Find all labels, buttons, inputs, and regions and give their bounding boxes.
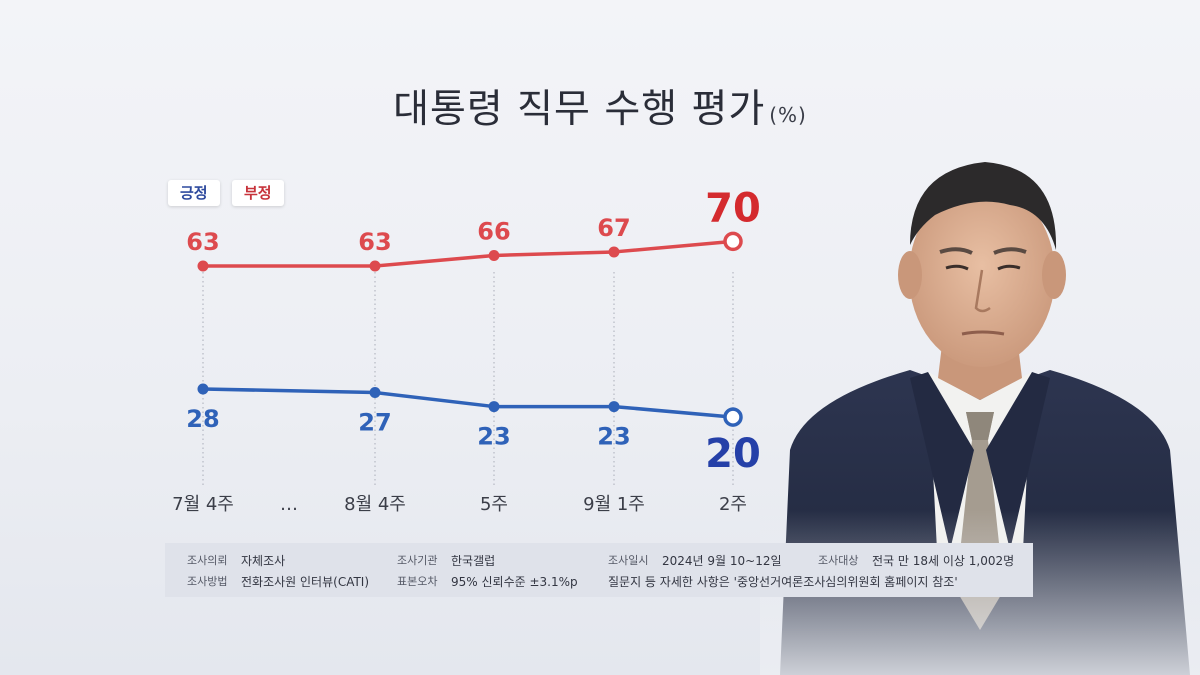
data-label: 67 (597, 214, 630, 242)
data-label: 66 (477, 217, 510, 245)
data-label: 28 (186, 405, 219, 433)
data-label: 20 (705, 431, 761, 477)
series-line-negative (203, 239, 734, 268)
president-photo (760, 150, 1200, 675)
data-point (197, 383, 209, 395)
data-label: 23 (477, 423, 510, 451)
data-label: 63 (358, 228, 391, 256)
data-point (197, 260, 209, 272)
legend-negative: 부정 (232, 180, 284, 206)
method-label: 조사방법 (187, 575, 228, 588)
data-point (369, 260, 381, 272)
data-label: 27 (358, 409, 391, 437)
target-label: 조사대상 (818, 554, 859, 567)
method-value: 전화조사원 인터뷰(CATI) (241, 575, 370, 589)
x-tick-label: 5주 (480, 494, 508, 515)
commission-value: 자체조사 (241, 554, 286, 568)
x-tick-label: 9월 1주 (583, 494, 645, 515)
series-line-positive (202, 387, 734, 419)
error-value: 95% 신뢰수준 ±3.1%p (451, 575, 578, 589)
legend-positive: 긍정 (168, 180, 220, 206)
data-point (488, 249, 500, 261)
title-text: 대통령 직무 수행 평가 (393, 87, 766, 132)
data-label: 70 (705, 185, 761, 231)
x-tick-label: 7월 4주 (172, 494, 234, 515)
title-unit: (%) (769, 103, 807, 127)
survey-info-box: 조사의뢰 자체조사 조사기관 한국갤럽 조사일시 2024년 9월 10~12일… (165, 543, 1033, 597)
data-point (608, 246, 620, 258)
data-point-latest (723, 407, 743, 427)
agency-label: 조사기관 (397, 554, 438, 567)
survey-note: 질문지 등 자세한 사항은 '중앙선거여론조사심의위원회 홈페이지 참조' (608, 575, 958, 589)
date-label: 조사일시 (608, 554, 649, 567)
data-label: 63 (186, 228, 219, 256)
commission-label: 조사의뢰 (187, 554, 228, 567)
target-value: 전국 만 18세 이상 1,002명 (872, 554, 1015, 568)
agency-value: 한국갤럽 (451, 554, 496, 568)
data-point (608, 401, 620, 413)
data-point (369, 387, 381, 399)
date-value: 2024년 9월 10~12일 (662, 554, 782, 568)
error-label: 표본오차 (397, 575, 438, 588)
data-point-latest (723, 231, 743, 252)
x-tick-label: 2주 (719, 494, 747, 515)
data-point (488, 401, 500, 413)
data-label: 23 (597, 423, 630, 451)
x-tick-label: 8월 4주 (344, 494, 406, 515)
page-title: 대통령 직무 수행 평가 (%) (0, 78, 1200, 134)
x-tick-label: … (280, 494, 298, 515)
